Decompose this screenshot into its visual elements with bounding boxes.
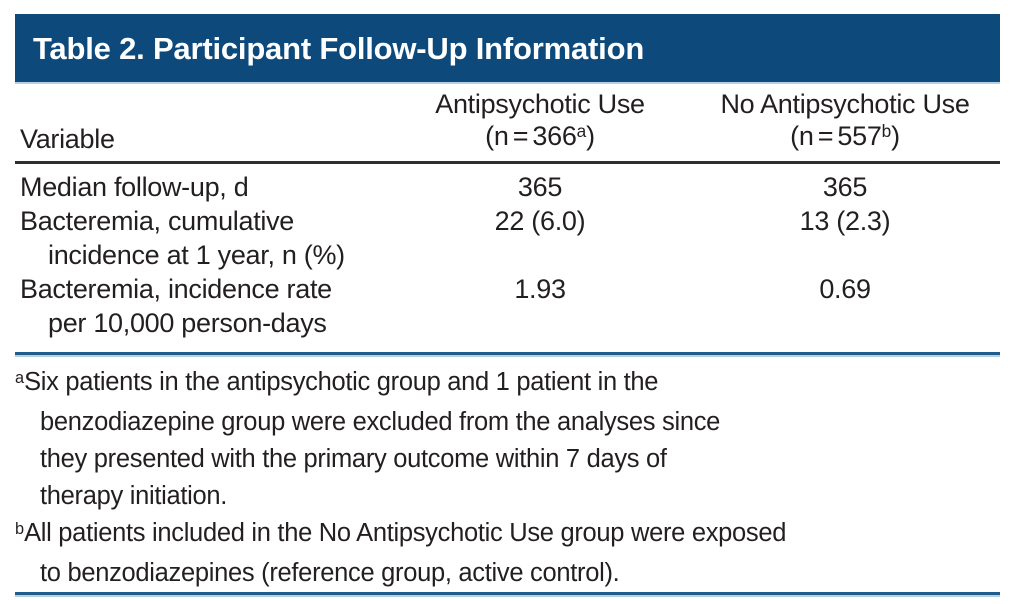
row-label-continuation: per 10,000 person-days	[48, 308, 327, 338]
footnotes-section: aSix patients in the antipsychotic group…	[15, 364, 1000, 592]
table-header-row: Variable Antipsychotic Use (n = 366a) No…	[15, 84, 1000, 161]
table-title-band: Table 2. Participant Follow-Up Informati…	[15, 14, 1000, 84]
n-suffix: )	[891, 121, 900, 151]
no-antipsychotic-column-name: No Antipsychotic Use	[720, 89, 970, 119]
table-body: Median follow-up, d 365 365 Bacteremia, …	[15, 164, 1000, 352]
table-row: Bacteremia, cumulative incidence at 1 yea…	[15, 204, 1000, 272]
table-row: Bacteremia, incidence rate per 10,000 per…	[15, 272, 1000, 340]
n-prefix: (n = 366	[485, 121, 577, 151]
antipsychotic-value: 1.93	[514, 274, 566, 304]
row-label: Bacteremia, incidence rate per 10,000 per…	[15, 272, 390, 340]
row-label-continuation: incidence at 1 year, n (%)	[48, 240, 345, 270]
no-antipsychotic-value: 13 (2.3)	[799, 206, 891, 236]
row-label-text: Bacteremia, incidence rate	[20, 274, 332, 304]
footnote-line: Six patients in the antipsychotic group …	[24, 368, 659, 396]
row-label: Bacteremia, cumulative incidence at 1 yea…	[15, 204, 390, 272]
footnote-line: All patients included in the No Antipsyc…	[24, 519, 787, 547]
footnote-line: therapy initiation.	[40, 482, 228, 510]
no-antipsychotic-value: 365	[822, 172, 868, 202]
footnote-b-marker: b	[15, 520, 25, 539]
footnote-b: bAll patients included in the No Antipsy…	[15, 515, 1000, 592]
footnote-line: to benzodiazepines (reference group, act…	[40, 559, 620, 587]
antipsychotic-column-name: Antipsychotic Use	[435, 89, 645, 119]
row-label: Median follow-up, d	[15, 170, 390, 204]
table-title: Table 2. Participant Follow-Up Informati…	[33, 31, 645, 66]
footnote-marker-b: b	[881, 121, 892, 142]
antipsychotic-value: 365	[517, 172, 563, 202]
bottom-border-rule	[15, 592, 1000, 597]
table-row: Median follow-up, d 365 365	[15, 170, 1000, 204]
n-suffix: )	[586, 121, 595, 151]
antipsychotic-column-header: Antipsychotic Use (n = 366a)	[390, 88, 690, 155]
antipsychotic-column-n: (n = 366a)	[390, 120, 690, 155]
row-label-text: Median follow-up, d	[20, 172, 249, 202]
footnote-line: benzodiazepine group were excluded from …	[40, 408, 721, 436]
no-antipsychotic-value: 0.69	[819, 274, 871, 304]
no-antipsychotic-column-n: (n = 557b)	[690, 120, 1000, 155]
footnote-line: they presented with the primary outcome …	[40, 445, 667, 473]
antipsychotic-value: 22 (6.0)	[494, 206, 586, 236]
footnote-a-marker: a	[15, 369, 25, 388]
no-antipsychotic-column-header: No Antipsychotic Use (n = 557b)	[690, 88, 1000, 155]
variable-column-header: Variable	[20, 124, 115, 154]
header-divider-rule	[15, 161, 1000, 164]
footnote-divider-rule	[15, 352, 1000, 357]
row-label-text: Bacteremia, cumulative	[20, 206, 295, 236]
footnote-a: aSix patients in the antipsychotic group…	[15, 364, 1000, 515]
n-prefix: (n = 557	[790, 121, 882, 151]
footnote-marker-a: a	[576, 121, 587, 142]
